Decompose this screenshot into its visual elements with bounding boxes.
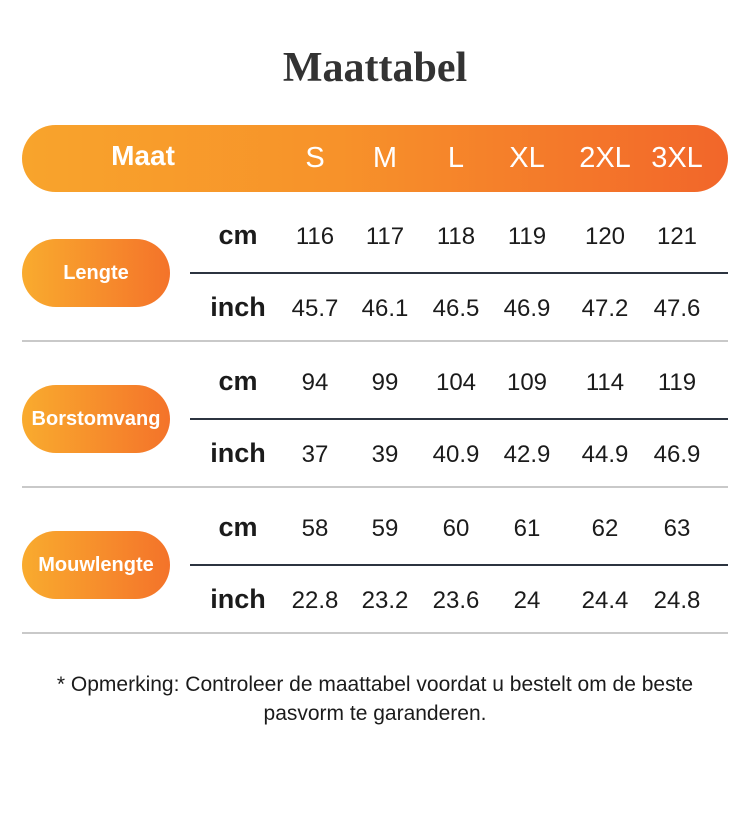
unit-label: cm — [218, 512, 258, 542]
value-cell: 104 — [435, 369, 477, 396]
size-header: M — [372, 142, 398, 174]
header-label: Maat — [111, 140, 175, 171]
size-header: L — [447, 142, 465, 174]
value-cell: 109 — [506, 369, 548, 396]
row-divider — [190, 272, 728, 274]
unit-label: inch — [210, 438, 266, 468]
title: Maattabel — [282, 45, 468, 91]
value-cell: 119 — [507, 223, 547, 250]
size-header: 2XL — [579, 142, 631, 174]
value-cell: 23.2 — [361, 587, 409, 614]
unit-label: cm — [218, 220, 258, 250]
value-cell: 37 — [301, 441, 329, 468]
group-divider — [22, 486, 728, 488]
value-cell: 118 — [436, 223, 476, 250]
value-cell: 47.6 — [653, 295, 701, 322]
size-header: 3XL — [651, 142, 703, 174]
value-cell: 61 — [513, 515, 541, 542]
value-cell: 59 — [371, 515, 399, 542]
value-cell: 45.7 — [291, 295, 339, 322]
value-cell: 46.9 — [653, 441, 701, 468]
value-cell: 46.9 — [503, 295, 551, 322]
unit-label: cm — [218, 366, 258, 396]
group-label: Borstomvang — [22, 385, 170, 453]
value-cell: 99 — [371, 369, 399, 396]
group-label: Mouwlengte — [22, 531, 170, 599]
value-cell: 42.9 — [503, 441, 551, 468]
unit-label: inch — [210, 292, 266, 322]
value-cell: 120 — [584, 223, 626, 250]
value-cell: 46.5 — [432, 295, 480, 322]
value-cell: 62 — [591, 515, 619, 542]
unit-label: inch — [210, 584, 266, 614]
size-header: XL — [509, 142, 545, 174]
note: * Opmerking: Controleer de maattabel voo… — [56, 673, 694, 725]
value-cell: 39 — [371, 441, 399, 468]
value-cell: 114 — [585, 369, 625, 396]
header-bar — [22, 125, 728, 192]
value-cell: 24 — [513, 587, 541, 614]
row-divider — [190, 418, 728, 420]
value-cell: 117 — [365, 223, 405, 250]
row-divider — [190, 564, 728, 566]
value-cell: 46.1 — [361, 295, 409, 322]
group-divider — [22, 340, 728, 342]
value-cell: 24.4 — [581, 587, 629, 614]
value-cell: 58 — [301, 515, 329, 542]
value-cell: 60 — [442, 515, 470, 542]
value-cell: 24.8 — [653, 587, 701, 614]
value-cell: 47.2 — [581, 295, 629, 322]
value-cell: 121 — [656, 223, 698, 250]
value-cell: 116 — [295, 223, 335, 250]
value-cell: 22.8 — [291, 587, 339, 614]
value-cell: 63 — [663, 515, 691, 542]
value-cell: 44.9 — [581, 441, 629, 468]
value-cell: 40.9 — [432, 441, 480, 468]
group-label: Lengte — [22, 239, 170, 307]
group-divider — [22, 632, 728, 634]
value-cell: 94 — [301, 369, 329, 396]
value-cell: 119 — [657, 369, 697, 396]
size-header: S — [305, 142, 325, 174]
value-cell: 23.6 — [432, 587, 480, 614]
